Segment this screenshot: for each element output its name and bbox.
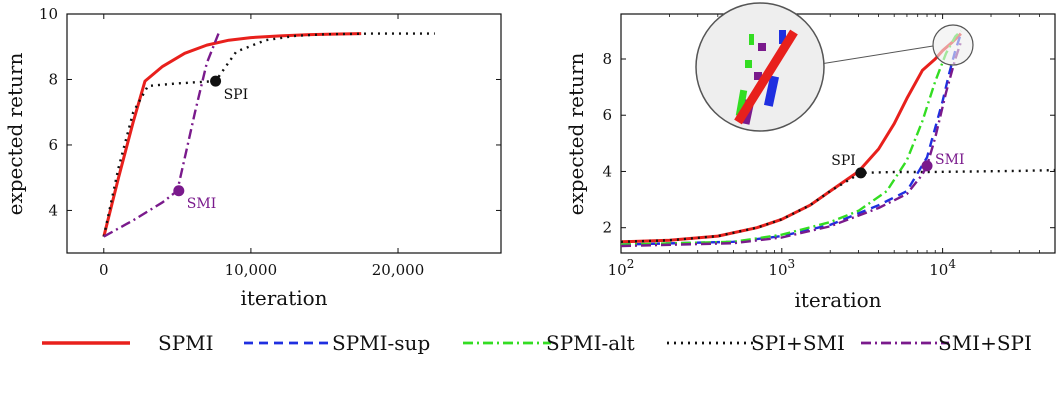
right-x-tick-label: 104 [929, 257, 956, 279]
legend-label: SPMI-alt [546, 331, 635, 355]
right-x-tick-label: 102 [608, 257, 635, 279]
right-series-spmi-alt [620, 30, 962, 246]
zoom-fragment-alt-b [745, 60, 752, 68]
left-y-tick-label: 10 [39, 5, 58, 23]
left-plot-frame [66, 13, 502, 254]
left-y-tick-label: 8 [48, 70, 58, 88]
zoom-fragment-alt-c [735, 89, 748, 117]
zoom-inset [695, 2, 974, 132]
left-y-tick-label: 6 [48, 136, 58, 154]
right-y-tick-label: 8 [602, 50, 612, 68]
left-series-spi-smi [102, 32, 435, 237]
left-series-smi-spi [103, 33, 220, 238]
right-marker-spi [855, 167, 867, 179]
zoom-fragment-smi-a [758, 43, 766, 51]
left-y-axis-label: expected return [3, 53, 27, 216]
left-marker-label: SMI [187, 196, 216, 212]
right-series-smi-spi [620, 41, 963, 248]
zoom-target-circle [932, 24, 974, 66]
right-x-tick-label: 103 [768, 257, 795, 279]
right-marker-label: SMI [935, 152, 964, 168]
right-x-axis-label: iteration [794, 288, 881, 312]
right-plot-frame [620, 13, 1056, 254]
legend-label: SPMI [158, 331, 214, 355]
left-x-tick-label: 0 [99, 261, 109, 279]
zoom-fragment-sup-b [763, 75, 780, 107]
left-y-tick-label: 4 [48, 201, 58, 219]
left-marker-smi [173, 185, 185, 197]
left-marker-label: SPI [224, 87, 249, 103]
right-y-tick-label: 4 [602, 162, 612, 180]
right-marker-smi [921, 160, 933, 172]
zoom-fragment-spmi [734, 29, 798, 125]
right-y-tick-label: 6 [602, 106, 612, 124]
legend-label: SMI+SPI [938, 331, 1032, 355]
zoom-fragment-sup-a [779, 30, 786, 44]
right-y-axis-label: expected return [564, 53, 588, 216]
left-x-tick-label: 10,000 [225, 261, 278, 279]
legend-label: SPI+SMI [751, 331, 845, 355]
legend: SPMI SPMI-sup SPMI-alt SPI+SMI SMI+SPI [42, 331, 1032, 355]
right-y-tick-label: 2 [602, 219, 612, 237]
left-marker-spi [210, 75, 222, 87]
zoom-fragment-alt-a [749, 34, 754, 45]
zoom-fragment-smi-b [754, 72, 762, 80]
zoom-inset-circle [695, 2, 825, 132]
left-x-axis-label: iteration [240, 286, 327, 310]
left-series-spmi [102, 32, 362, 237]
left-x-tick-label: 20,000 [372, 261, 425, 279]
legend-label: SPMI-sup [332, 331, 430, 355]
right-series-spi-smi [620, 168, 1056, 243]
left-chart: expected return iteration 0 10,000 20,000 4… [3, 5, 502, 310]
right-chart: expected return iteration 102 103 1042468 … [564, 2, 1056, 312]
right-marker-label: SPI [831, 153, 856, 169]
